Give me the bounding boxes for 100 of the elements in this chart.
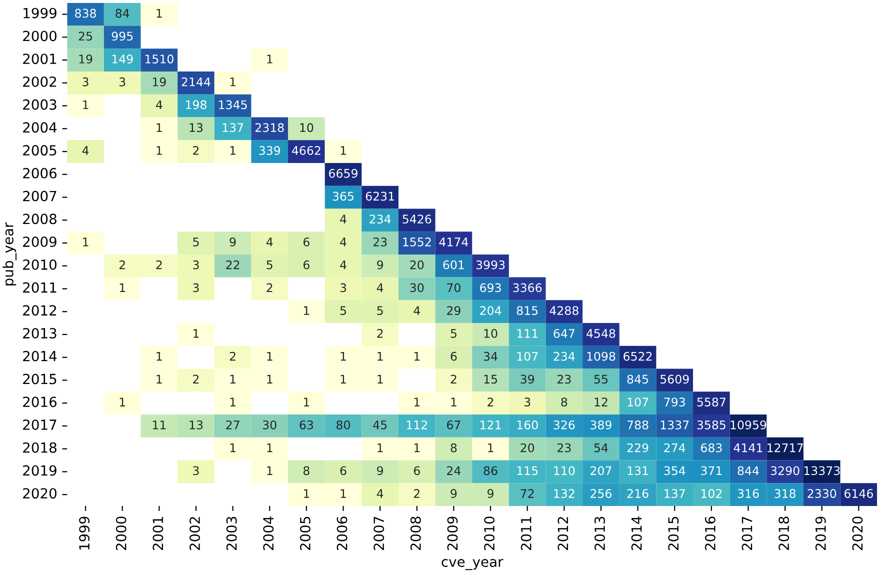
y-tick-label: 2004	[23, 122, 57, 133]
x-tick-label: 2009	[447, 516, 458, 550]
data-label: 371	[701, 466, 722, 476]
data-label: 1552	[403, 238, 431, 246]
y-tick-label: 2017	[23, 419, 56, 430]
data-label: 80	[336, 420, 350, 430]
x-tick-label: 2004	[263, 516, 274, 550]
y-tick-label: 2015	[23, 374, 56, 384]
data-label: 137	[664, 489, 685, 498]
data-label: 4288	[550, 306, 578, 316]
data-label: 160	[517, 420, 538, 430]
y-tick-label: 2008	[23, 214, 56, 224]
data-label: 4662	[292, 146, 320, 155]
data-label: 354	[664, 466, 686, 476]
y-tick-label: 2001	[23, 54, 56, 64]
data-label: 24	[447, 466, 461, 475]
data-label: 10	[484, 328, 498, 338]
data-label: 45	[373, 420, 387, 430]
data-label: 121	[480, 420, 501, 430]
y-tick-label: 2020	[23, 488, 56, 499]
data-label: 838	[75, 8, 96, 18]
data-label: 10	[300, 123, 314, 132]
data-label: 8	[561, 398, 568, 407]
data-label: 1	[451, 398, 456, 406]
data-label: 34	[484, 352, 498, 361]
data-label: 1	[414, 398, 420, 406]
data-label: 1	[267, 443, 272, 452]
data-label: 4	[340, 260, 346, 270]
data-label: 131	[628, 466, 648, 476]
data-label: 3	[193, 466, 199, 476]
data-label: 2	[450, 374, 456, 384]
data-label: 9	[450, 489, 457, 498]
data-label: 601	[443, 260, 464, 270]
data-label: 845	[627, 374, 648, 384]
data-label: 1	[194, 329, 199, 338]
data-label: 1	[488, 443, 494, 452]
x-tick-label: 2019	[815, 516, 826, 550]
data-label: 4	[340, 214, 346, 224]
data-label: 12	[594, 398, 608, 406]
data-label: 788	[627, 420, 648, 430]
data-label: 1	[378, 374, 383, 384]
data-label: 1	[120, 283, 126, 292]
data-label: 995	[112, 32, 133, 41]
data-label: 111	[517, 329, 538, 338]
data-label: 84	[116, 8, 130, 18]
data-label: 1510	[145, 54, 174, 64]
data-label: 1	[304, 306, 310, 315]
data-label: 9	[230, 238, 236, 246]
data-label: 11	[152, 420, 166, 430]
y-tick-label: 2013	[23, 328, 56, 339]
data-label: 30	[263, 420, 276, 430]
data-label: 1	[83, 238, 88, 246]
x-tick-label: 2008	[410, 516, 421, 550]
data-label: 4	[82, 146, 89, 155]
data-label: 234	[370, 214, 391, 224]
data-label: 1	[414, 352, 420, 361]
data-label: 4141	[734, 443, 762, 452]
data-label: 67	[447, 420, 460, 430]
data-label: 339	[259, 146, 280, 155]
data-label: 4	[414, 306, 420, 315]
data-label: 1098	[587, 352, 616, 361]
data-label: 1	[267, 374, 272, 384]
y-tick-label: 2012	[23, 305, 56, 316]
x-tick-label: 2018	[778, 516, 790, 550]
data-label: 5426	[402, 214, 432, 224]
data-label: 3366	[513, 283, 542, 292]
y-tick-label: 2019	[23, 465, 56, 476]
data-label: 1	[267, 352, 272, 361]
y-tick-label: 2002	[23, 76, 56, 87]
x-tick-label: 2011	[520, 517, 532, 550]
data-label: 198	[186, 100, 206, 110]
data-label: 1	[230, 443, 236, 452]
data-label: 149	[112, 54, 133, 64]
data-label: 2	[119, 260, 125, 270]
data-label: 4174	[439, 238, 468, 246]
data-label: 2	[230, 352, 236, 361]
data-label: 20	[410, 260, 424, 270]
data-label: 6	[304, 238, 310, 246]
data-label: 3585	[697, 420, 726, 430]
data-label: 22	[226, 260, 240, 270]
y-tick-label: 2018	[23, 442, 56, 453]
data-label: 1	[120, 398, 126, 406]
data-label: 1	[156, 123, 162, 132]
data-label: 4	[376, 489, 384, 498]
y-tick-label: 2010	[23, 259, 56, 270]
data-label: 10959	[730, 420, 766, 430]
data-label: 1	[230, 78, 236, 86]
y-tick-label: 2014	[23, 350, 57, 362]
data-label: 1	[156, 146, 162, 155]
data-label: 9	[488, 489, 494, 498]
data-label: 6522	[624, 352, 652, 361]
x-tick-label: 2015	[668, 516, 679, 550]
data-label: 5	[340, 306, 346, 316]
data-label: 72	[520, 489, 534, 498]
data-label: 29	[447, 306, 460, 316]
data-label: 1	[378, 352, 383, 361]
data-label: 3	[524, 398, 530, 407]
data-label: 256	[590, 489, 612, 498]
data-label: 2	[193, 374, 199, 384]
data-label: 4548	[586, 328, 616, 338]
